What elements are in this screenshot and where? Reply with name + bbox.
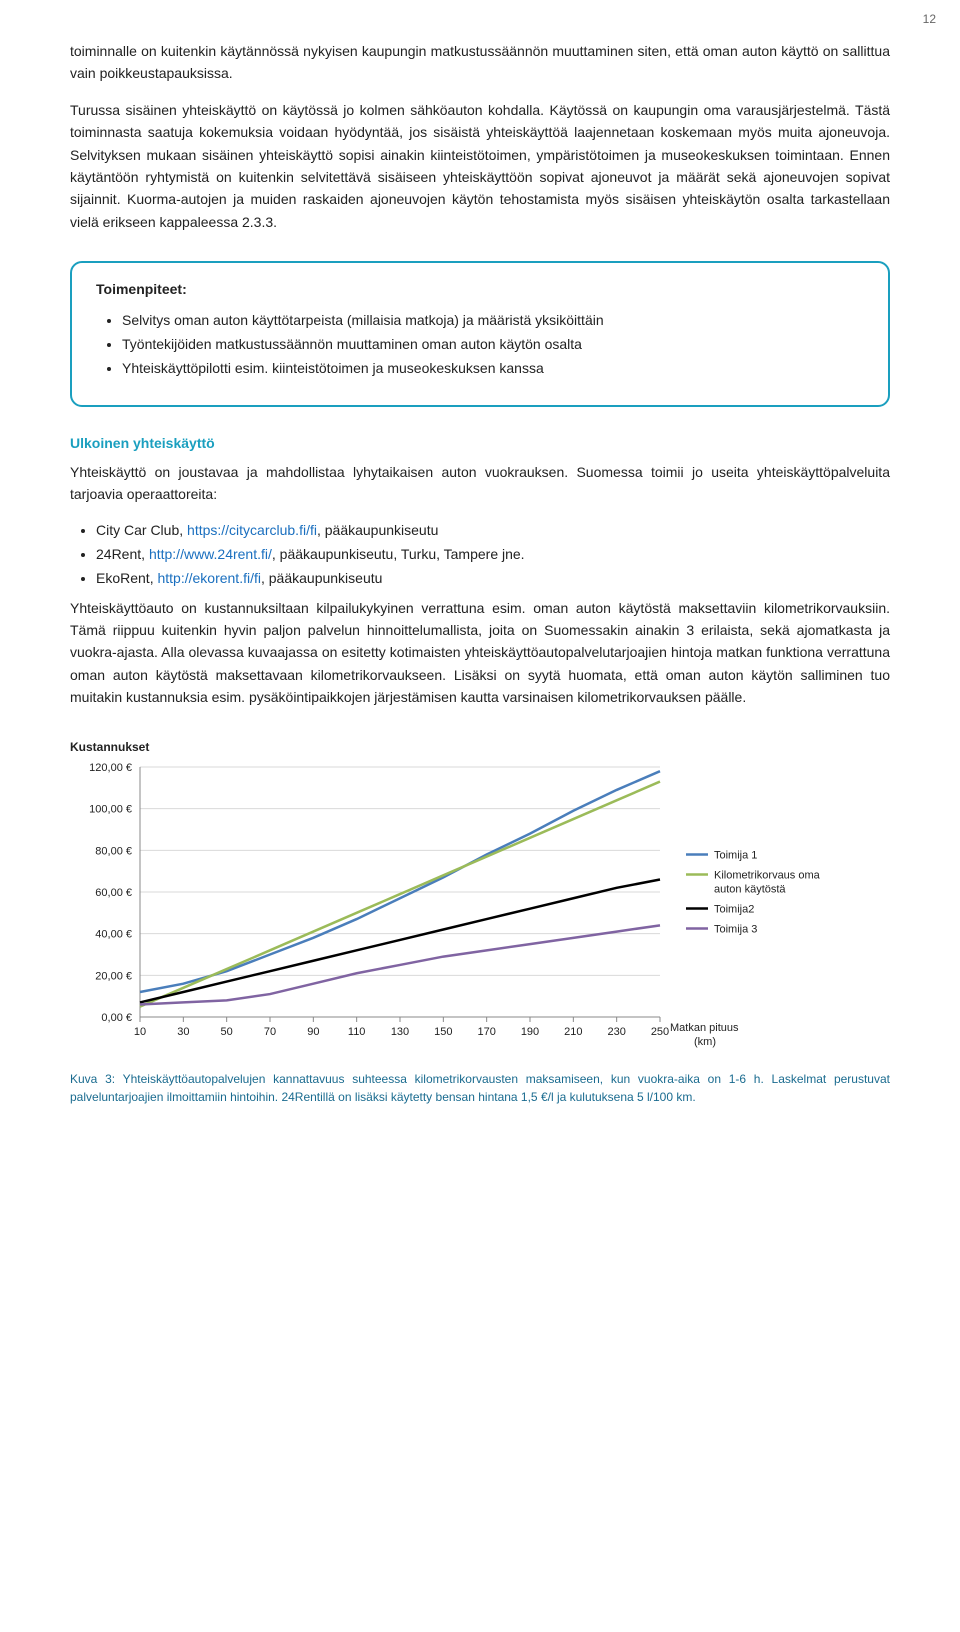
action-list: Selvitys oman auton käyttötarpeista (mil… <box>96 309 864 380</box>
svg-text:30: 30 <box>177 1026 189 1038</box>
action-item: Selvitys oman auton käyttötarpeista (mil… <box>122 309 864 333</box>
operator-name: 24Rent, <box>96 546 149 562</box>
svg-text:70: 70 <box>264 1026 276 1038</box>
svg-text:90: 90 <box>307 1026 319 1038</box>
operator-name: City Car Club, <box>96 522 187 538</box>
operator-list: City Car Club, https://citycarclub.fi/fi… <box>70 519 890 590</box>
operator-suffix: , pääkaupunkiseutu <box>317 522 438 538</box>
svg-text:100,00 €: 100,00 € <box>89 803 132 815</box>
operator-link[interactable]: http://ekorent.fi/fi <box>157 570 261 586</box>
operator-item: City Car Club, https://citycarclub.fi/fi… <box>96 519 890 543</box>
svg-text:Kustannukset: Kustannukset <box>70 740 149 754</box>
paragraph-3: Yhteiskäyttö on joustavaa ja mahdollista… <box>70 461 890 506</box>
svg-text:60,00 €: 60,00 € <box>95 887 132 899</box>
svg-text:190: 190 <box>521 1026 539 1038</box>
svg-text:(km): (km) <box>694 1036 716 1048</box>
cost-chart: Kustannukset 0,00 € 20,00 € 40,00 € 60,00 € 8… <box>70 737 890 1106</box>
page: 12 toiminnalle on kuitenkin käytännössä … <box>0 0 960 1146</box>
action-item: Työntekijöiden matkustussäännön muuttami… <box>122 333 864 357</box>
action-item: Yhteiskäyttöpilotti esim. kiinteistötoim… <box>122 357 864 381</box>
operator-link[interactable]: https://citycarclub.fi/fi <box>187 522 317 538</box>
svg-text:20,00 €: 20,00 € <box>95 970 132 982</box>
svg-text:50: 50 <box>221 1026 233 1038</box>
paragraph-2: Turussa sisäinen yhteiskäyttö on käytöss… <box>70 99 890 233</box>
svg-text:Toimija 3: Toimija 3 <box>714 923 757 935</box>
operator-name: EkoRent, <box>96 570 157 586</box>
svg-text:40,00 €: 40,00 € <box>95 928 132 940</box>
svg-text:Kilometrikorvaus oma: Kilometrikorvaus oma <box>714 869 821 881</box>
chart-caption: Kuva 3: Yhteiskäyttöautopalvelujen kanna… <box>70 1070 890 1106</box>
section-heading: Ulkoinen yhteiskäyttö <box>70 435 890 451</box>
svg-text:250: 250 <box>651 1026 669 1038</box>
operator-item: 24Rent, http://www.24rent.fi/, pääkaupun… <box>96 543 890 567</box>
svg-text:Toimija 1: Toimija 1 <box>714 849 757 861</box>
operator-link[interactable]: http://www.24rent.fi/ <box>149 546 272 562</box>
svg-text:150: 150 <box>434 1026 452 1038</box>
svg-text:Matkan pituus: Matkan pituus <box>670 1022 739 1034</box>
svg-text:auton käytöstä: auton käytöstä <box>714 883 786 895</box>
action-box: Toimenpiteet: Selvitys oman auton käyttö… <box>70 261 890 406</box>
svg-text:0,00 €: 0,00 € <box>101 1012 132 1024</box>
svg-text:170: 170 <box>477 1026 495 1038</box>
svg-text:130: 130 <box>391 1026 409 1038</box>
svg-text:Toimija2: Toimija2 <box>714 903 754 915</box>
operator-suffix: , pääkaupunkiseutu, Turku, Tampere jne. <box>272 546 525 562</box>
action-box-title: Toimenpiteet: <box>96 281 864 297</box>
svg-text:110: 110 <box>348 1026 366 1038</box>
chart-svg: Kustannukset 0,00 € 20,00 € 40,00 € 60,00 € 8… <box>70 737 890 1057</box>
operator-item: EkoRent, http://ekorent.fi/fi, pääkaupun… <box>96 567 890 591</box>
operator-suffix: , pääkaupunkiseutu <box>261 570 382 586</box>
svg-text:120,00 €: 120,00 € <box>89 762 132 774</box>
paragraph-1: toiminnalle on kuitenkin käytännössä nyk… <box>70 40 890 85</box>
svg-text:210: 210 <box>564 1026 582 1038</box>
svg-text:10: 10 <box>134 1026 146 1038</box>
svg-text:80,00 €: 80,00 € <box>95 845 132 857</box>
page-number: 12 <box>923 12 936 26</box>
svg-text:230: 230 <box>607 1026 625 1038</box>
paragraph-4: Yhteiskäyttöauto on kustannuksiltaan kil… <box>70 597 890 709</box>
